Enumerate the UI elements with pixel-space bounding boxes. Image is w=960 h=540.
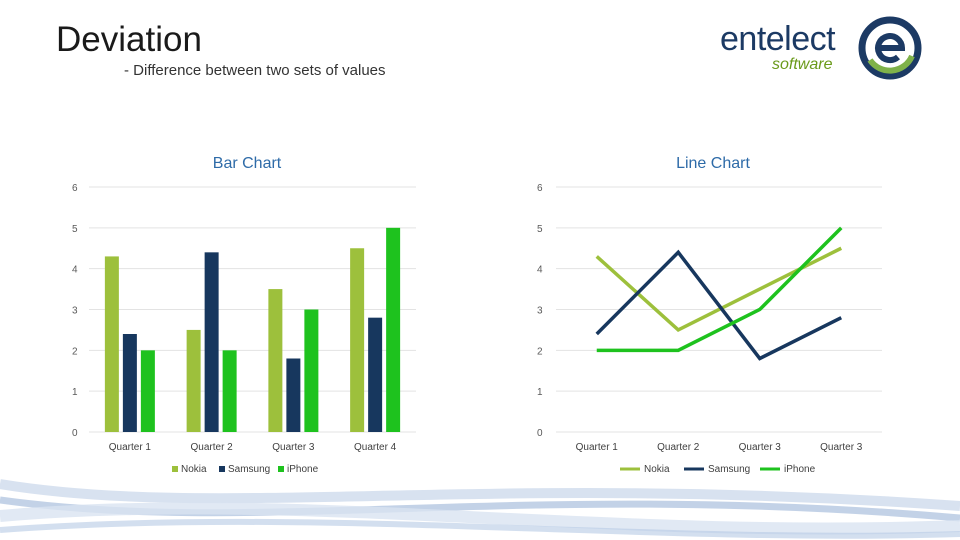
bar-chart-x-tick-label: Quarter 2 [191,442,234,453]
bar-nokia [268,289,283,432]
line-chart-y-tick-label: 3 [537,306,543,317]
logo-name: entelect [720,20,836,58]
line-chart-y-tick-label: 6 [537,183,543,194]
bar-samsung [122,334,137,432]
bar-chart-y-tick-label: 4 [72,265,78,276]
line-chart-x-tick-label: Quarter 3 [820,442,863,453]
bar-nokia [186,329,201,432]
line-series-nokia [595,246,843,333]
bar-chart-title: Bar Chart [213,155,282,172]
bar-chart-x-tick-label: Quarter 3 [272,442,315,453]
bar-chart-y-tick-label: 1 [72,387,78,398]
line-chart-x-tick-label: Quarter 3 [739,442,782,453]
bar-nokia [350,248,365,432]
bar-chart-y-tick-label: 6 [72,183,78,194]
bar-chart: Bar Chart 0 1 2 3 4 5 6 Quarter 1 Quarter 2 Quarte… [72,155,416,475]
bar-iphone [386,227,401,432]
line-series-iphone [596,226,843,353]
legend-label-iphone: iPhone [287,464,319,475]
slide-subtitle: - Difference between two sets of values [124,62,386,79]
bar-iphone [304,309,319,432]
bar-nokia [104,256,119,432]
legend-swatch-nokia [172,466,178,472]
bar-iphone [140,350,155,432]
legend-swatch-iphone [278,466,284,472]
logo-e-mark-icon [858,16,922,80]
bar-chart-y-tick-label: 0 [72,428,78,439]
decorative-swoosh [0,479,960,539]
bar-chart-x-tick-label: Quarter 4 [354,442,397,453]
entelect-logo: entelect software [712,14,922,80]
bar-chart-y-tick-label: 5 [72,224,78,235]
bar-chart-x-tick-label: Quarter 1 [109,442,152,453]
line-chart-y-tick-label: 1 [537,387,543,398]
bar-samsung [286,358,301,432]
logo-tagline: software [772,56,833,73]
bar-chart-y-tick-label: 3 [72,306,78,317]
line-series-samsung [595,249,843,361]
bar-chart-y-tick-label: 2 [72,346,78,357]
line-chart: Line Chart 0 1 2 3 4 5 6 Quarter 1 Quarter 2 Quart… [537,155,882,475]
legend-label-nokia: Nokia [644,464,670,475]
line-chart-y-tick-label: 5 [537,224,543,235]
bar-samsung [204,252,219,432]
legend-label-samsung: Samsung [708,464,750,475]
line-chart-y-tick-label: 2 [537,346,543,357]
legend-label-iphone: iPhone [784,464,816,475]
legend-label-samsung: Samsung [228,464,270,475]
legend-swatch-samsung [219,466,225,472]
line-chart-title: Line Chart [676,155,750,172]
line-chart-x-tick-label: Quarter 1 [576,442,619,453]
line-chart-x-tick-label: Quarter 2 [657,442,700,453]
line-chart-y-tick-label: 4 [537,265,543,276]
bar-iphone [222,350,237,432]
legend-label-nokia: Nokia [181,464,207,475]
slide-title: Deviation [56,20,202,59]
line-chart-y-tick-label: 0 [537,428,543,439]
bar-samsung [368,317,383,432]
